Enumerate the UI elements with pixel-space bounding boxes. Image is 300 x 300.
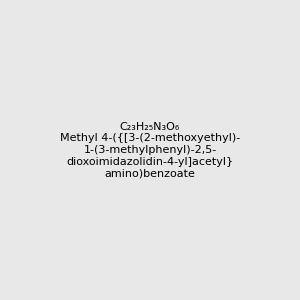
Text: C₂₃H₂₅N₃O₆
Methyl 4-({[3-(2-methoxyethyl)-
1-(3-methylphenyl)-2,5-
dioxoimidazol: C₂₃H₂₅N₃O₆ Methyl 4-({[3-(2-methoxyethyl… — [60, 122, 240, 178]
